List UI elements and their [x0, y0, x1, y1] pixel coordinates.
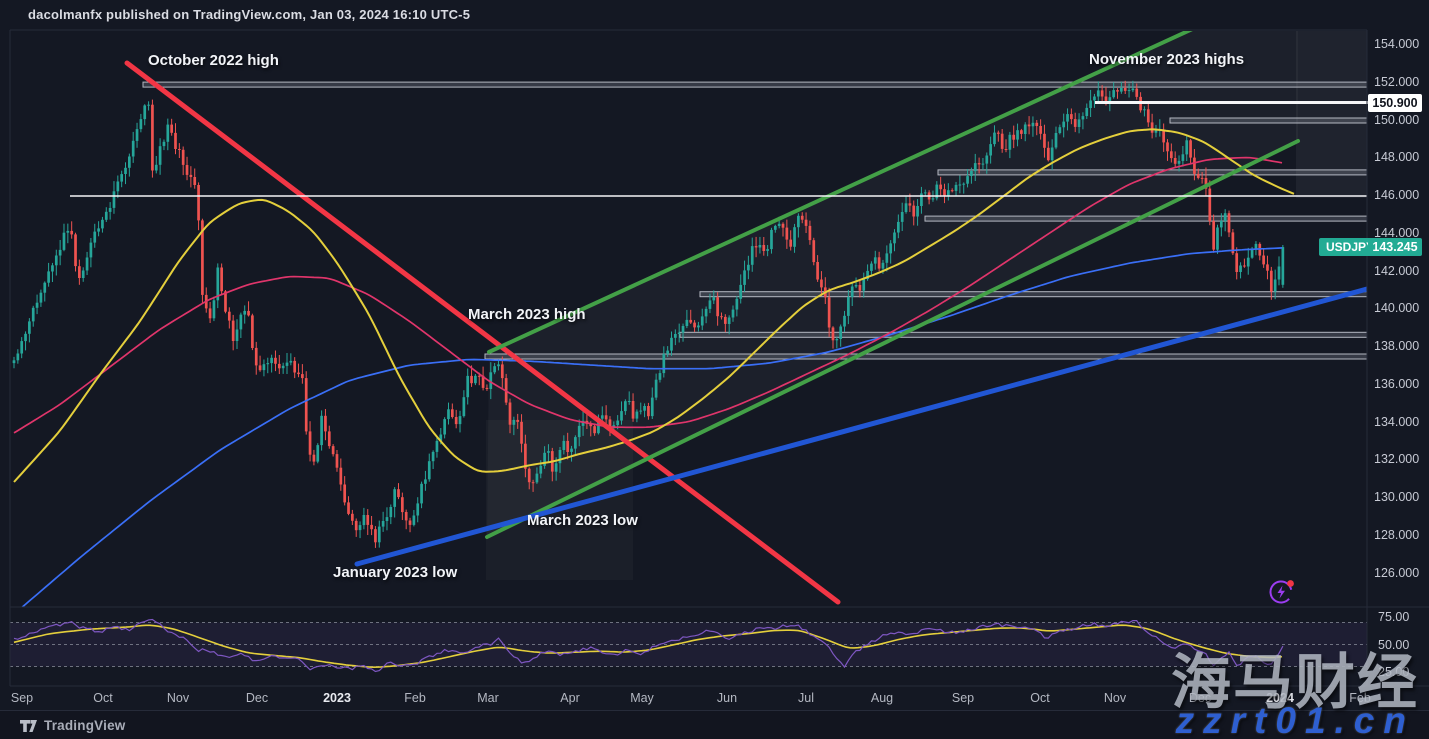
- tradingview-logo[interactable]: TradingView: [20, 718, 125, 733]
- red-downtrend-from-october-2022-high[interactable]: [124, 60, 841, 605]
- blue-uptrend-from-january-2023-low[interactable]: [354, 286, 1367, 567]
- rsi-pane[interactable]: [10, 618, 1367, 673]
- main-pane[interactable]: [12, 0, 1367, 614]
- green-channel-lower[interactable]: [485, 139, 1300, 539]
- tradingview-logo-text: TradingView: [44, 718, 126, 733]
- green-channel-upper[interactable]: [487, 20, 1212, 354]
- publish-info: dacolmanfx published on TradingView.com,…: [28, 7, 471, 22]
- tradingview-logo-icon: [20, 719, 37, 732]
- lightning-icon[interactable]: [1267, 576, 1297, 606]
- footer-bar: TradingView: [0, 710, 1429, 739]
- publish-header: dacolmanfx published on TradingView.com,…: [0, 0, 1429, 30]
